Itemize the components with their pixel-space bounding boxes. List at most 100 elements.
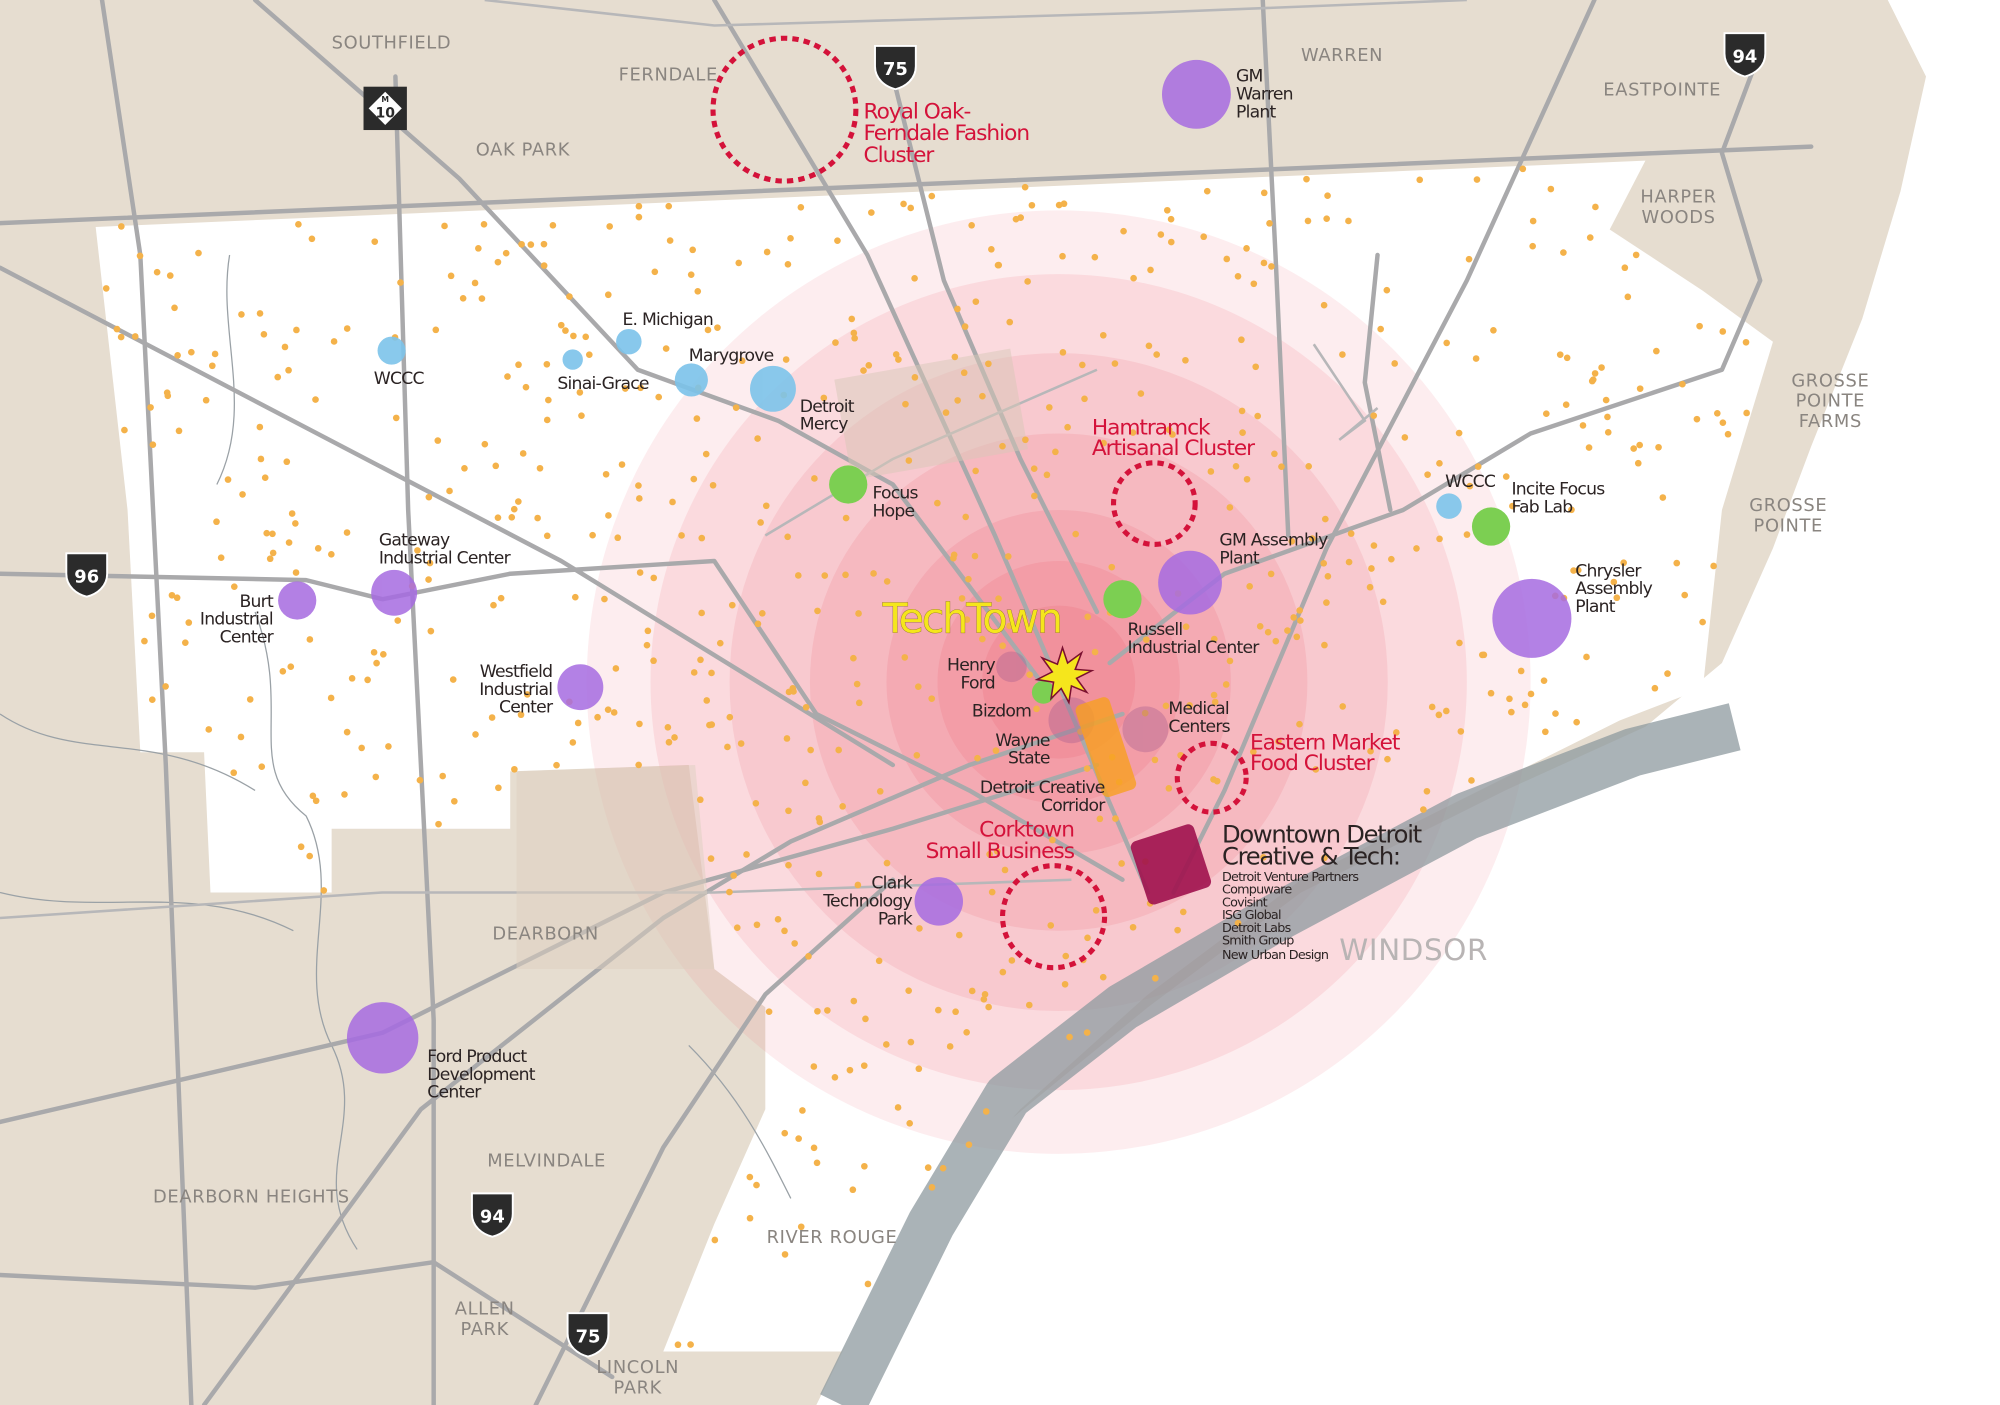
business-dot <box>892 351 900 358</box>
business-dot <box>1179 908 1187 916</box>
business-dot <box>1455 429 1463 437</box>
business-dot <box>709 481 717 489</box>
wccc-west-marker <box>377 336 406 365</box>
incite-label: Incite Focus Fab Lab <box>1511 480 1605 518</box>
business-dot <box>1174 926 1181 934</box>
business-dot <box>687 271 695 278</box>
business-dot <box>1083 765 1091 772</box>
business-dot <box>478 295 486 302</box>
business-dot <box>724 743 731 751</box>
business-dot <box>148 696 156 704</box>
business-dot <box>1293 633 1301 641</box>
business-dot <box>1223 255 1231 263</box>
business-dot <box>1022 436 1029 444</box>
business-dot <box>394 617 402 624</box>
business-dot <box>1653 347 1660 355</box>
business-dot <box>1586 234 1594 241</box>
business-dot <box>753 1181 760 1189</box>
business-dot <box>963 616 971 623</box>
business-dot <box>287 663 295 671</box>
business-dot <box>1443 707 1450 715</box>
business-dot <box>1474 463 1482 470</box>
hamtramck-cluster-label: Hamtramck Artisanal Cluster <box>1092 416 1255 461</box>
business-dot <box>523 691 531 698</box>
business-dot <box>341 791 348 798</box>
business-dot <box>883 578 891 585</box>
business-dot <box>1401 434 1409 441</box>
business-dot <box>230 769 238 777</box>
business-dot <box>916 925 923 932</box>
business-dot <box>566 293 573 300</box>
business-dot <box>999 642 1007 650</box>
business-dot <box>1091 253 1099 261</box>
business-dot <box>370 649 378 656</box>
business-dot <box>397 279 404 286</box>
business-dot <box>494 258 502 266</box>
business-dot <box>1699 618 1706 626</box>
business-dot <box>961 323 969 330</box>
place-ferndale: FERNDALE <box>619 64 718 85</box>
business-dot <box>1620 559 1627 567</box>
business-dot <box>239 491 246 498</box>
business-dot <box>1284 627 1291 634</box>
business-dot <box>635 213 643 221</box>
business-dot <box>1267 570 1275 578</box>
m10-shield-icon: M10 <box>363 86 407 131</box>
business-dot <box>536 464 544 472</box>
business-dot <box>1563 354 1571 362</box>
russell-label: Russell Industrial Center <box>1128 620 1261 658</box>
business-dot <box>1368 565 1375 572</box>
business-dot <box>985 1003 992 1011</box>
business-dot <box>162 683 169 690</box>
business-dot <box>754 435 761 442</box>
business-dot <box>1472 355 1480 362</box>
business-dot <box>907 1038 915 1046</box>
business-dot <box>665 202 673 210</box>
business-dot <box>1613 594 1621 602</box>
business-dot <box>1061 980 1069 988</box>
business-dot <box>1256 623 1264 630</box>
business-dot <box>1632 251 1640 259</box>
business-dot <box>716 639 724 647</box>
business-dot <box>687 1341 694 1348</box>
business-dot <box>1006 622 1013 630</box>
business-dot <box>1465 255 1473 263</box>
business-dot <box>1084 934 1091 942</box>
business-dot <box>1509 502 1516 510</box>
business-dot <box>1059 349 1067 356</box>
business-dot <box>811 475 818 482</box>
business-dot <box>1043 471 1051 479</box>
wccc-east-marker <box>1436 493 1462 519</box>
wccc-east-label: WCCC <box>1445 472 1496 492</box>
i75-south-shield-icon: 75 <box>566 1312 610 1358</box>
business-dot <box>924 1164 932 1171</box>
business-dot <box>1145 342 1153 350</box>
business-dot <box>217 554 225 562</box>
business-dot <box>1713 409 1721 417</box>
business-dot <box>1570 567 1577 574</box>
creative-corridor-label: Detroit Creative Corridor <box>980 778 1106 816</box>
business-dot <box>637 384 644 392</box>
business-dot <box>802 703 810 711</box>
business-dot <box>860 1062 868 1069</box>
business-dot <box>865 362 873 369</box>
business-dot <box>665 738 673 746</box>
business-dot <box>876 788 884 795</box>
business-dot <box>425 576 432 583</box>
business-dot <box>781 1251 789 1258</box>
business-dot <box>497 594 505 602</box>
business-dot <box>968 221 975 229</box>
business-dot <box>850 997 858 1005</box>
business-dot <box>522 383 530 391</box>
business-dot <box>504 373 511 380</box>
business-dot <box>1367 747 1374 755</box>
business-dot <box>441 222 448 230</box>
business-dot <box>814 607 821 615</box>
business-dot <box>392 414 400 422</box>
business-dot <box>1049 836 1056 844</box>
business-dot <box>1659 494 1667 501</box>
business-dot <box>988 246 995 253</box>
business-dot <box>195 249 202 257</box>
place-dearborn: DEARBORN <box>492 924 598 945</box>
